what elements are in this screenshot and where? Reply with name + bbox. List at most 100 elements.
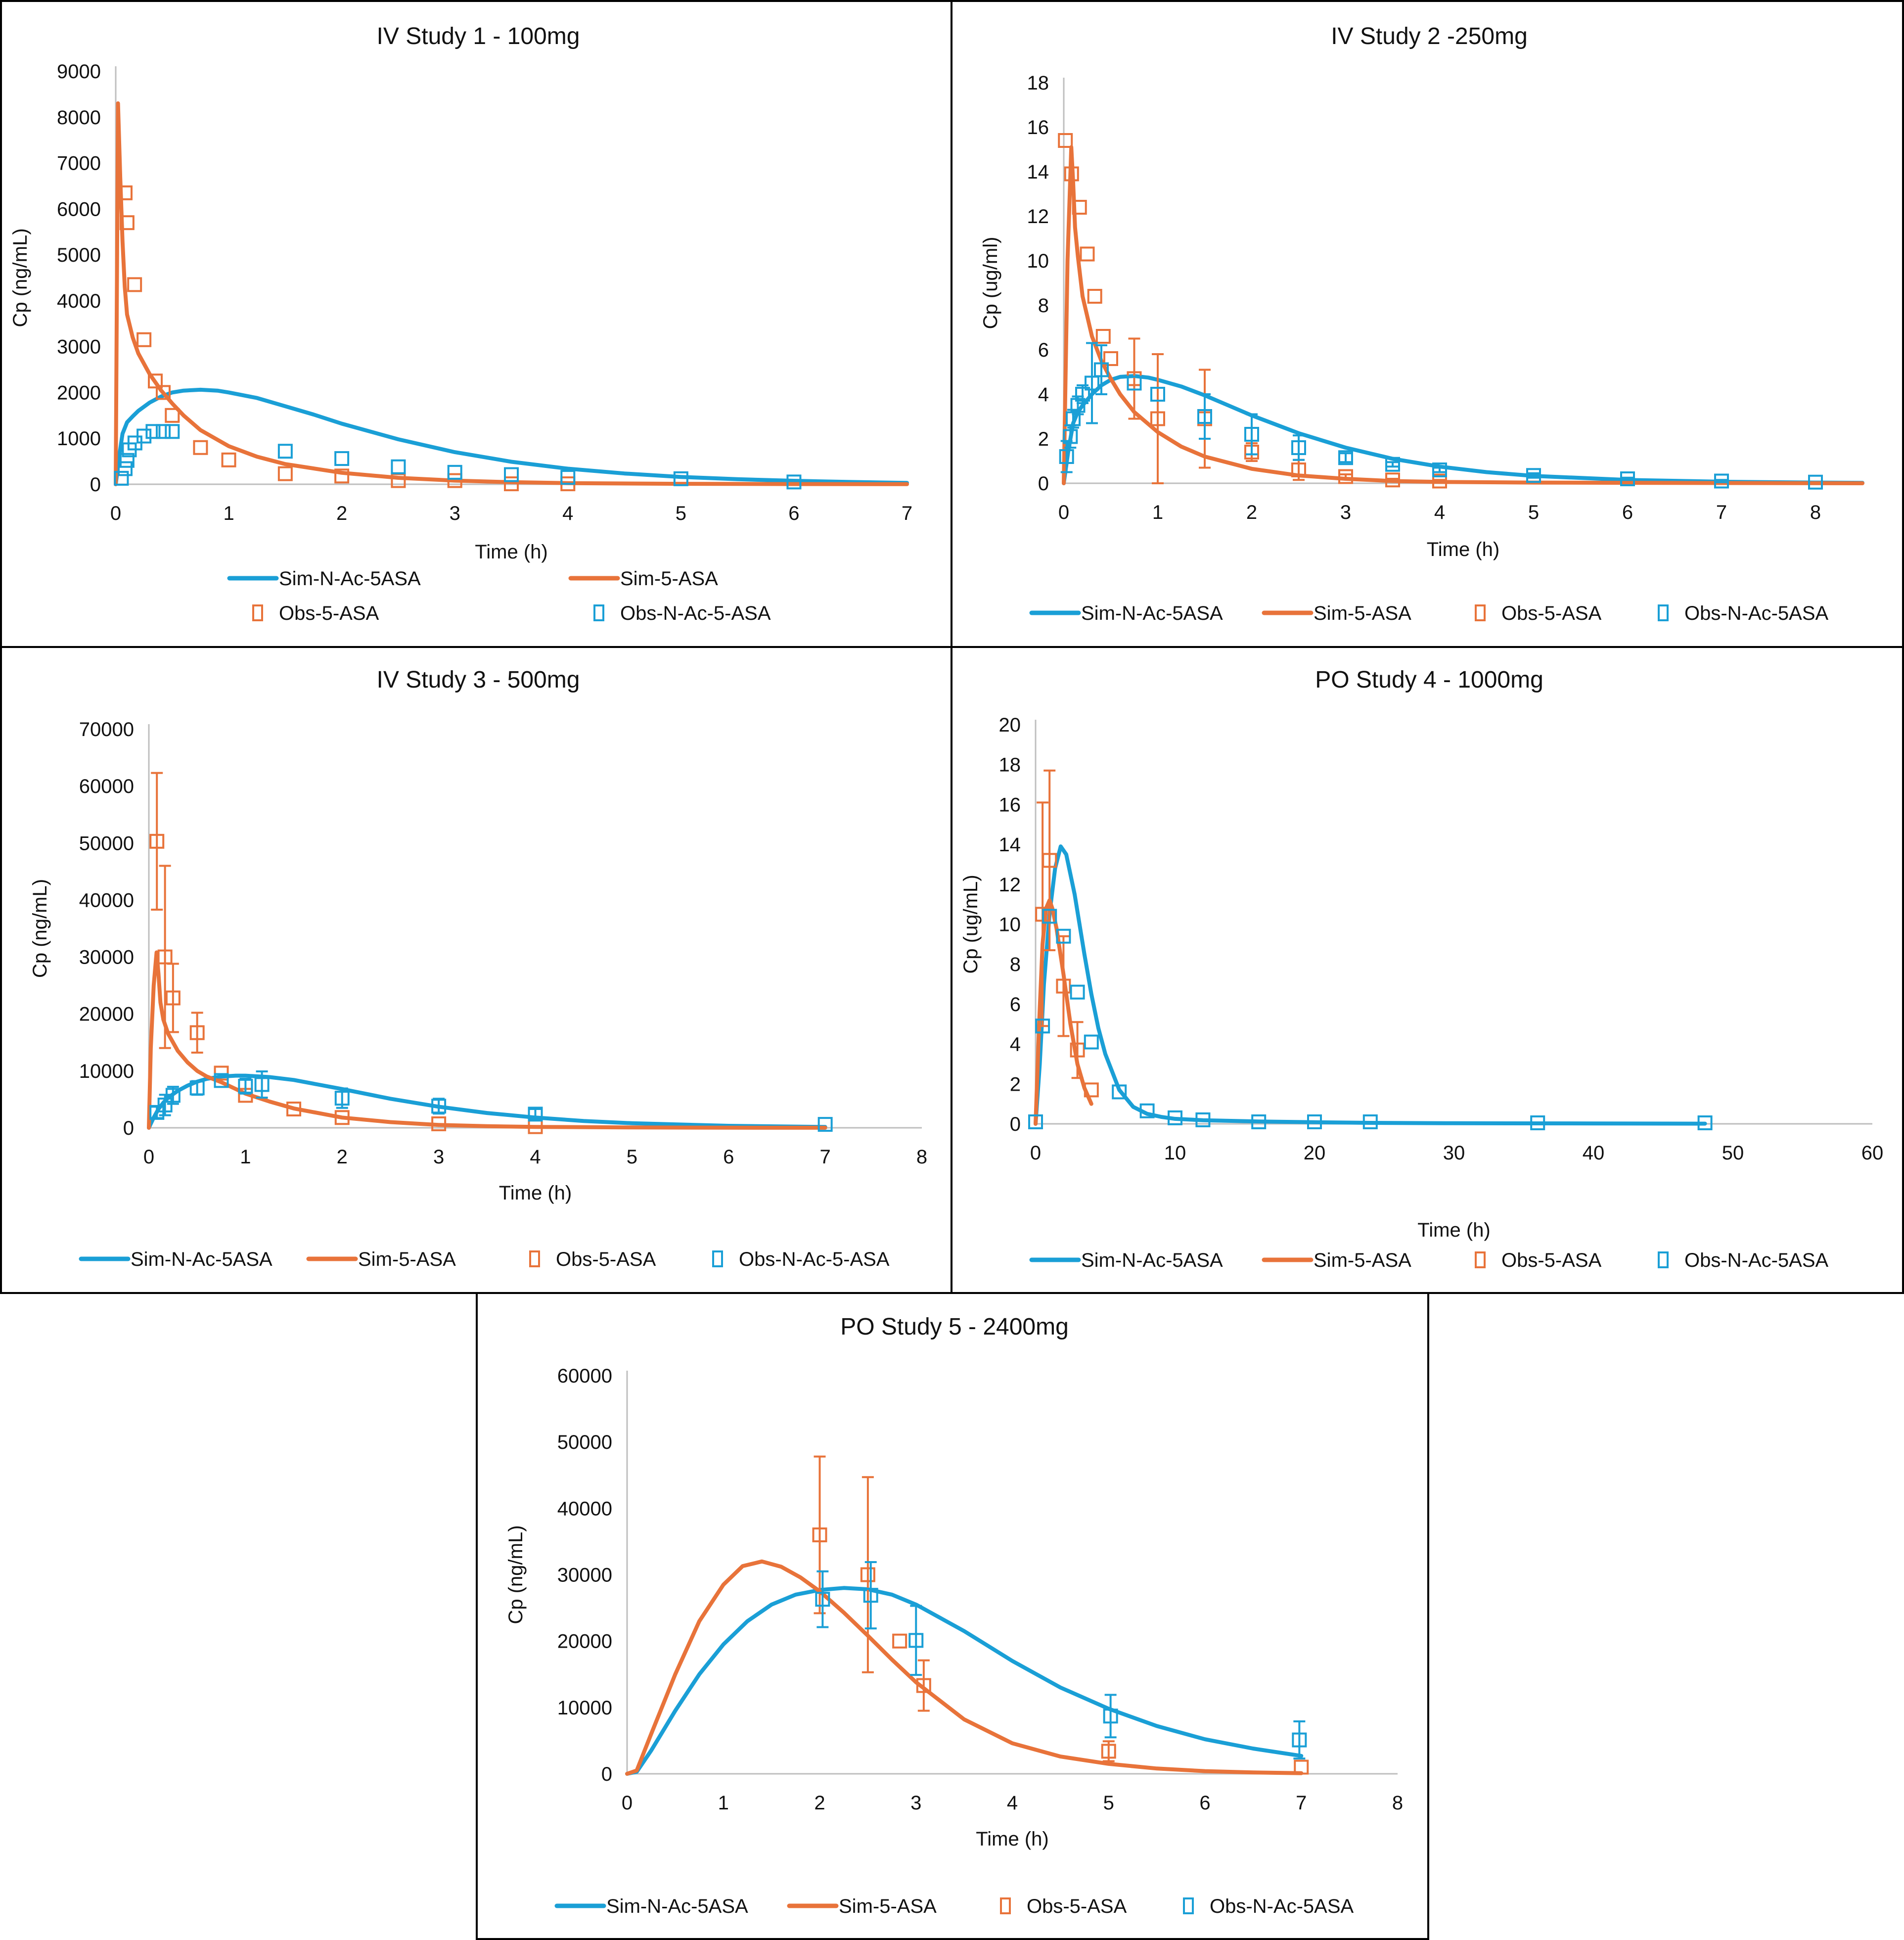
x-tick-label: 8 [1810,502,1821,523]
legend-label: Obs-5-ASA [1501,1249,1602,1271]
data-point [863,1588,878,1603]
y-tick-label: 2000 [57,382,101,404]
data-point [221,452,236,467]
x-tick-label: 20 [1304,1142,1326,1164]
data-point [286,1102,302,1117]
data-point [1056,978,1071,994]
y-tick-label: 0 [90,474,101,496]
x-tick-label: 6 [1622,502,1633,523]
legend-item: Sim-N-Ac-5ASA [79,1248,272,1270]
legend-marker-swatch [1183,1897,1194,1914]
legend-item: Obs-N-Ac-5-ASA [712,1248,890,1270]
y-tick-label: 5000 [57,244,101,266]
data-point [1095,329,1111,344]
data-point [136,428,152,444]
legend-item: Obs-5-ASA [1475,602,1602,624]
x-tick-label: 30 [1443,1142,1465,1164]
chart-title: IV Study 3 - 500mg [377,667,580,693]
chart-panel-po4: PO Study 4 - 1000mg 0 2 4 6 8 10 12 14 16 18 20 0 10 2… [951,646,1904,1294]
legend-label: Obs-5-ASA [556,1248,656,1270]
data-point [1530,1115,1545,1130]
y-tick-label: 10 [999,914,1021,936]
y-tick-label: 6 [1038,339,1049,361]
x-axis-label: Time (h) [1427,539,1499,560]
legend-label: Obs-N-Ac-5-ASA [620,602,771,624]
data-point [119,453,135,468]
x-axis-label: Time (h) [976,1828,1048,1850]
y-tick-label: 14 [1027,161,1049,183]
x-tick-label: 50 [1722,1142,1744,1164]
x-tick-label: 6 [723,1146,734,1168]
data-point [189,1080,205,1096]
y-tick-label: 0 [601,1763,612,1785]
series-obs-n-ac-5-asa [114,424,802,490]
data-point [149,833,165,849]
data-point [165,990,181,1006]
x-tick-label: 3 [450,503,460,524]
data-point [156,424,171,439]
x-tick-label: 2 [814,1792,825,1814]
data-point [504,476,519,492]
legend-label: Obs-N-Ac-5ASA [1210,1895,1354,1917]
legend-label: Sim-N-Ac-5ASA [606,1895,748,1917]
data-point [431,1116,447,1131]
data-point [1059,449,1074,464]
legend-item: Sim-5-ASA [306,1248,456,1270]
y-tick-label: 12 [1027,206,1049,228]
data-point [1714,473,1729,489]
series-obs-n-ac-5-asa [149,1070,833,1132]
legend-marker-swatch [1000,1897,1011,1914]
y-tick-label: 6 [1010,994,1021,1016]
legend-marker-swatch [712,1250,723,1267]
y-tick-label: 16 [1027,117,1049,139]
x-tick-label: 8 [1392,1792,1403,1814]
data-point [189,1025,205,1040]
data-point [1070,984,1085,1000]
data-point [1063,429,1078,444]
x-tick-label: 1 [718,1792,729,1814]
y-tick-label: 0 [1010,1113,1021,1135]
data-point [165,1088,181,1103]
series-obs-5-asa [149,772,543,1134]
chart-title: PO Study 4 - 1000mg [1315,667,1543,693]
y-tick-label: 8000 [57,107,101,129]
legend-marker-swatch [1475,604,1486,621]
y-tick-label: 1000 [57,428,101,450]
series-line [1062,374,1864,485]
y-tick-label: 0 [123,1117,134,1139]
y-tick-label: 60000 [557,1365,612,1387]
legend-label: Sim-5-ASA [620,568,718,590]
data-point [1338,469,1353,484]
legend-label: Sim-N-Ac-5ASA [1081,602,1223,624]
x-tick-label: 4 [530,1146,541,1168]
series-sim-5-asa [625,1559,1304,1776]
series-sim-5-asa [1062,145,1864,485]
series-sim-n-ac-5asa [625,1586,1304,1776]
chart-panel-po5: PO Study 5 - 2400mg 0 10000 20000 30000 40000… [476,1292,1429,1940]
data-point [1094,362,1109,377]
series-sim-n-ac-5asa [1062,374,1864,485]
y-tick-label: 60000 [79,776,134,797]
x-tick-label: 7 [902,503,912,524]
chart-iv1: IV Study 1 - 100mg 0 1000 2000 3000 4000 5000 6… [9,23,912,624]
data-point [254,1077,270,1092]
data-point [815,1592,830,1607]
data-point [1028,1114,1043,1129]
legend-item: Obs-N-Ac-5ASA [1658,602,1828,624]
data-point [1195,1112,1211,1127]
legend-label: Sim-N-Ac-5ASA [1081,1249,1223,1271]
chart-title: PO Study 5 - 2400mg [840,1314,1069,1340]
y-axis-label: Cp (ng/mL) [9,228,31,327]
data-point [1150,411,1165,426]
data-point [1101,1744,1116,1759]
legend-label: Obs-5-ASA [1501,602,1602,624]
legend-item: Sim-5-ASA [787,1895,937,1917]
chart-panel-iv1: IV Study 1 - 100mg 0 1000 2000 3000 4000 5000 6… [0,0,952,648]
series-obs-5-asa [812,1455,1309,1775]
legend-item: Obs-N-Ac-5ASA [1183,1895,1354,1917]
data-point [145,424,161,439]
chart-iv3: IV Study 3 - 500mg 0 10000 20000 30000 40000 5… [29,667,927,1270]
data-point [117,461,133,476]
y-tick-label: 4 [1010,1034,1021,1056]
data-point [1064,166,1079,182]
